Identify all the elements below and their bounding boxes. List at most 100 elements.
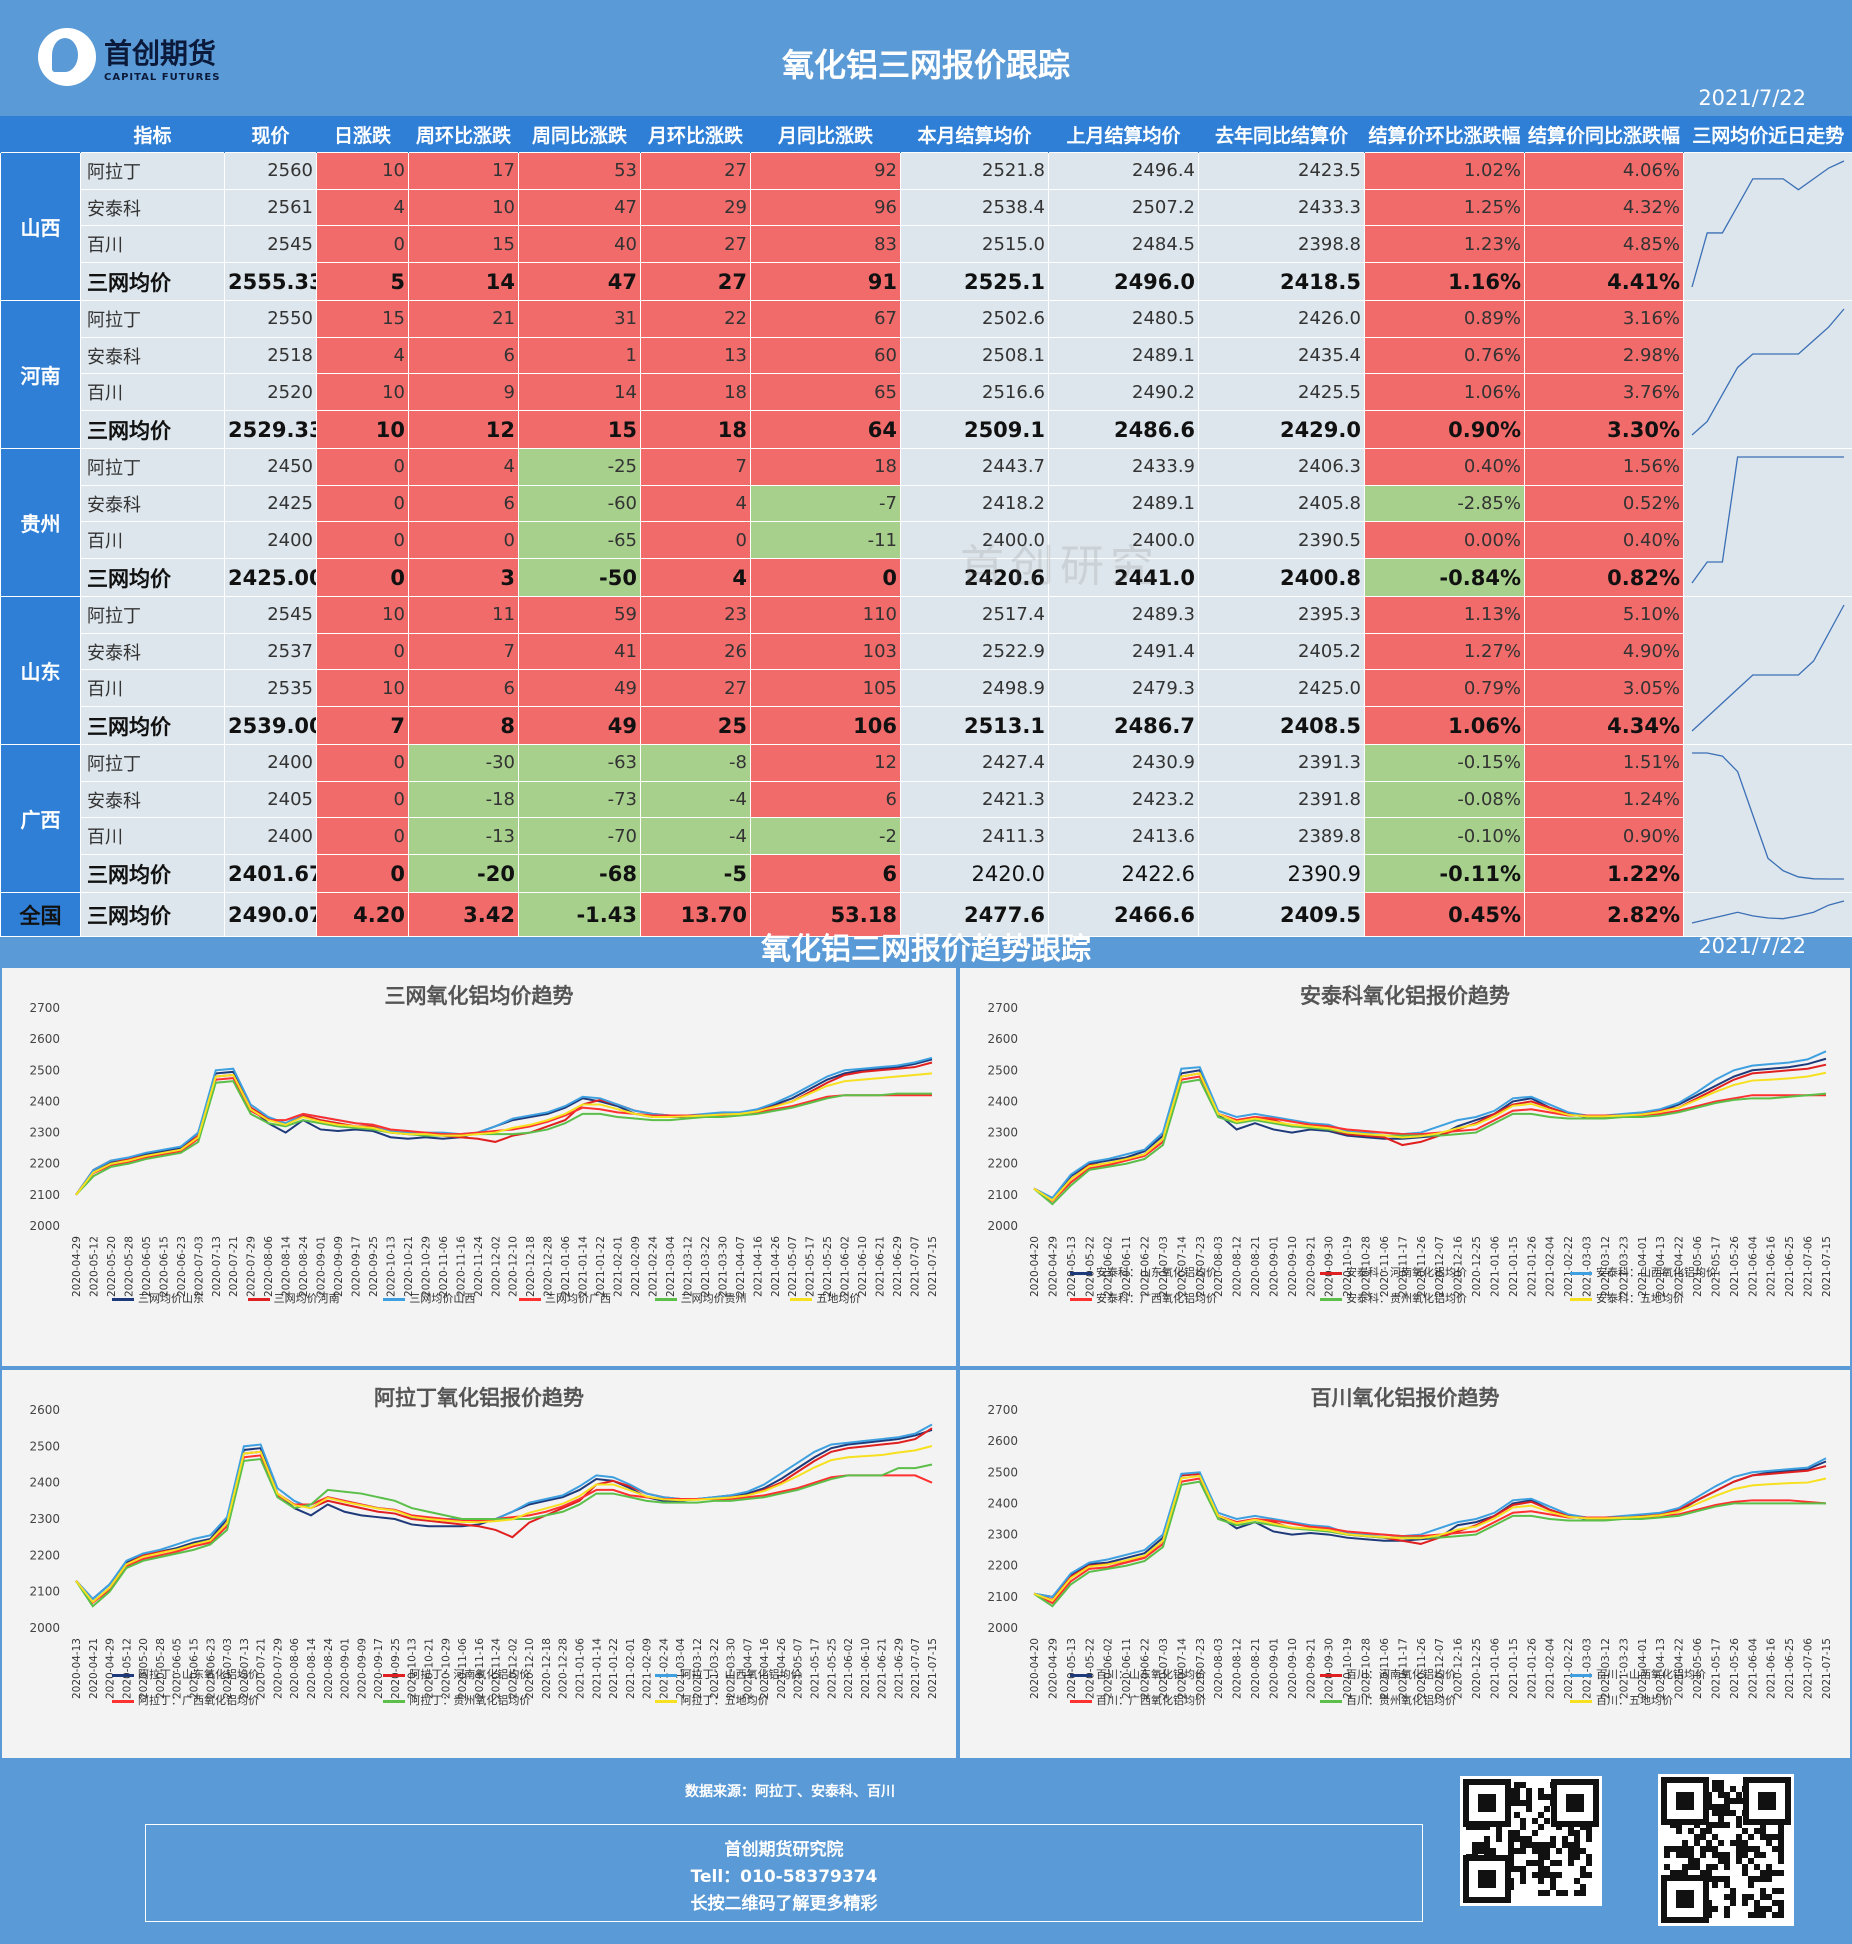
header-cell: 月环比涨跌 bbox=[640, 116, 751, 153]
value-cell: -70 bbox=[518, 817, 641, 856]
value-cell: 2489.3 bbox=[1048, 596, 1199, 634]
trend-chart-panel: 三网氧化铝均价趋势 2000 2100 2200 2300 2400 2500 2600 270… bbox=[2, 968, 956, 1366]
trend-spark-cell bbox=[1683, 596, 1852, 745]
x-tick-label: 2021-01-22 bbox=[608, 1638, 620, 1699]
value-cell: 2426.0 bbox=[1198, 300, 1365, 338]
table-row: 三网均价 2555.33 5 14 47 27 91 2525.1 2496.0 2418.5 1.… bbox=[1, 262, 1852, 301]
x-tick-label: 2020-05-22 bbox=[1084, 1236, 1096, 1297]
value-cell: 22 bbox=[640, 300, 751, 338]
x-tick-label: 2020-05-22 bbox=[1084, 1638, 1096, 1699]
value-cell: 2525.1 bbox=[900, 262, 1049, 301]
row-label: 三网均价 bbox=[80, 558, 225, 597]
value-cell: 2423.2 bbox=[1048, 780, 1199, 819]
x-tick-label: 2020-06-15 bbox=[158, 1236, 170, 1297]
table-row: 广西 阿拉丁 2400 0 -30 -63 -8 12 2427.4 2430.9 2391.3 -0… bbox=[0, 744, 1852, 893]
value-cell: 65 bbox=[750, 373, 901, 412]
x-tick-label: 2020-07-03 bbox=[193, 1236, 205, 1297]
value-cell: 0.79% bbox=[1364, 669, 1525, 708]
value-cell: 6 bbox=[408, 669, 519, 708]
value-cell: -4 bbox=[640, 817, 751, 856]
qr-code-icon[interactable] bbox=[1460, 1776, 1602, 1906]
value-cell: 1.51% bbox=[1524, 744, 1684, 782]
value-cell: 6 bbox=[750, 854, 901, 893]
value-cell: -0.08% bbox=[1364, 780, 1525, 819]
x-tick-label: 2021-01-06 bbox=[1489, 1638, 1501, 1699]
x-tick-label: 2020-07-21 bbox=[228, 1236, 240, 1297]
series-line bbox=[1033, 1474, 1827, 1602]
x-tick-label: 2020-07-03 bbox=[222, 1638, 234, 1699]
value-cell: 26 bbox=[640, 632, 751, 671]
x-tick-label: 2020-09-30 bbox=[1324, 1236, 1336, 1297]
x-tick-label: 2020-05-20 bbox=[106, 1236, 118, 1297]
value-cell: 4 bbox=[640, 484, 751, 523]
table-row: 三网均价 2425.00 0 3 -50 4 0 2420.6 2441.0 2400.8 -0.8… bbox=[1, 558, 1852, 597]
x-tick-label: 2021-04-22 bbox=[1674, 1236, 1686, 1297]
qr-code-icon[interactable] bbox=[1658, 1774, 1794, 1926]
x-tick-label: 2021-07-15 bbox=[927, 1236, 939, 1297]
line-chart: 2000 2100 2200 2300 2400 2500 2600 2700 2020-04-… bbox=[987, 1403, 1833, 1699]
legend-item: 五地均价 bbox=[790, 1290, 860, 1306]
series-line bbox=[75, 1423, 933, 1601]
value-cell: 27 bbox=[640, 152, 751, 190]
value-cell: 2405.8 bbox=[1198, 484, 1365, 523]
x-tick-label: 2021-02-22 bbox=[1563, 1638, 1575, 1699]
value-cell: 2513.1 bbox=[900, 706, 1049, 745]
value-cell: 60 bbox=[750, 336, 901, 375]
trend-chart-panel: 百川氧化铝报价趋势 2000 2100 2200 2300 2400 2500 2600 270… bbox=[960, 1370, 1850, 1758]
x-tick-label: 2020-12-02 bbox=[490, 1236, 502, 1297]
x-tick-label: 2020-09-30 bbox=[1324, 1638, 1336, 1699]
header-cell: 月同比涨跌 bbox=[750, 116, 901, 153]
x-tick-label: 2020-04-13 bbox=[71, 1638, 83, 1699]
legend-item: 三网均价贵州 bbox=[654, 1290, 747, 1306]
x-tick-label: 2020-07-14 bbox=[1176, 1236, 1188, 1297]
value-cell: 4.90% bbox=[1524, 632, 1684, 671]
value-cell: -13 bbox=[408, 817, 519, 856]
x-tick-label: 2021-06-10 bbox=[860, 1638, 872, 1699]
value-cell: 2400 bbox=[224, 744, 317, 782]
x-tick-label: 2021-03-12 bbox=[1600, 1638, 1612, 1699]
x-tick-label: 2021-07-15 bbox=[1821, 1638, 1833, 1699]
legend-label: 百川：山西氧化铝均价 bbox=[1596, 1668, 1706, 1681]
value-cell: 2418.5 bbox=[1198, 262, 1365, 301]
value-cell: 2400 bbox=[224, 817, 317, 856]
value-cell: 0 bbox=[316, 448, 409, 486]
legend-item: 阿拉丁：贵州氧化铝均价 bbox=[383, 1692, 530, 1708]
table-row: 安泰科 2561 4 10 47 29 96 2538.4 2507.2 2433.3 1.25% 4… bbox=[1, 188, 1852, 227]
x-tick-label: 2020-08-14 bbox=[306, 1638, 318, 1699]
sparkline bbox=[1691, 160, 1845, 288]
y-tick-label: 2500 bbox=[987, 1063, 1018, 1077]
table-row: 三网均价 2401.67 0 -20 -68 -5 6 2420.0 2422.6 2390.9-… bbox=[1, 854, 1852, 893]
x-tick-label: 2020-12-25 bbox=[1471, 1638, 1483, 1699]
table-row: 百川 2520 10 9 14 18 65 2516.6 2490.2 2425.5 1.06% 3.… bbox=[1, 373, 1852, 412]
row-label: 百川 bbox=[80, 373, 225, 412]
value-cell: 4.34% bbox=[1524, 706, 1684, 745]
legend-item: 安泰科：广西氧化铝均价 bbox=[1070, 1290, 1217, 1306]
x-tick-label: 2020-11-06 bbox=[457, 1638, 469, 1699]
legend-swatch bbox=[112, 1673, 134, 1677]
value-cell: 0 bbox=[750, 558, 901, 597]
value-cell: 2418.2 bbox=[900, 484, 1049, 523]
value-cell: 2405 bbox=[224, 780, 317, 819]
value-cell: 2420.0 bbox=[900, 854, 1049, 893]
legend-label: 阿拉丁：山东氧化铝均价 bbox=[138, 1668, 259, 1681]
value-cell: -5 bbox=[640, 854, 751, 893]
x-tick-label: 2021-05-07 bbox=[787, 1236, 799, 1297]
y-tick-label: 2400 bbox=[29, 1476, 60, 1490]
value-cell: 2486.6 bbox=[1048, 410, 1199, 449]
x-tick-label: 2020-09-25 bbox=[390, 1638, 402, 1699]
x-tick-label: 2020-11-17 bbox=[1397, 1236, 1409, 1297]
y-tick-label: 2700 bbox=[987, 1001, 1018, 1015]
value-cell: 2522.9 bbox=[900, 632, 1049, 671]
header-cell: 结算价环比涨跌幅 bbox=[1364, 116, 1525, 153]
legend-swatch bbox=[654, 1673, 677, 1677]
value-cell: 2502.6 bbox=[900, 300, 1049, 338]
x-tick-label: 2020-08-03 bbox=[1213, 1638, 1225, 1699]
x-tick-label: 2021-01-26 bbox=[1526, 1236, 1538, 1297]
line-chart: 2000 2100 2200 2300 2400 2500 2600 2020-04-13 20… bbox=[29, 1403, 939, 1699]
value-cell: 0.40% bbox=[1364, 448, 1525, 486]
header-cell: 三网均价近日走势 bbox=[1683, 116, 1852, 153]
table-row-national: 全国 三网均价 2490.07 4.20 3.42 -1.43 13.70 53.18 2477… bbox=[0, 892, 1852, 937]
value-cell: 10 bbox=[316, 669, 409, 708]
value-cell: 110 bbox=[750, 596, 901, 634]
province-cell: 河南 bbox=[0, 300, 81, 449]
